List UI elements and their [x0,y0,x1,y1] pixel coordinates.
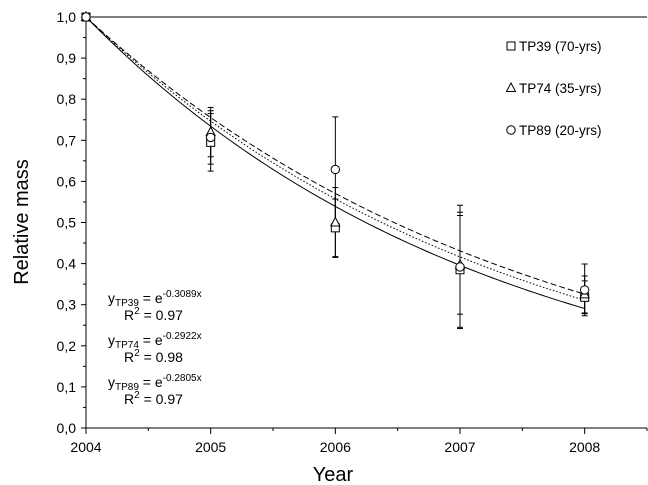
equation-text: yTP74 = e-0.2922x [108,331,202,351]
legend-marker-circle [506,125,516,135]
y-tick-label: 1,0 [57,9,77,25]
y-tick-label: 0,6 [57,173,77,189]
r-squared-text: R2 = 0.97 [124,390,183,407]
legend-label: TP89 (20-yrs) [519,123,602,138]
error-bars [207,106,588,330]
x-axis-title: Year [313,464,354,485]
y-tick-label: 0,2 [57,338,77,354]
y-tick-label: 0,7 [57,132,77,148]
legend: TP39 (70-yrs) TP74 (35-yrs) TP89 (20-yrs) [505,39,602,138]
r-squared-text: R2 = 0.97 [124,306,183,323]
data-markers [80,10,590,302]
legend-label: TP39 (70-yrs) [519,39,602,54]
equation-text: yTP39 = e-0.3089x [108,289,202,309]
y-tick-label: 0,8 [57,91,77,107]
y-tick-label: 0,0 [57,420,77,436]
y-tick-label: 0,1 [57,379,77,395]
y-tick-label: 0,3 [57,297,77,313]
x-tick-label: 2005 [195,439,226,455]
data-point-circle [205,132,216,143]
data-point-circle [330,164,341,175]
y-tick-label: 0,9 [57,50,77,66]
axes: 0,0 0,1 0,2 0,3 0,4 0,5 0,6 0,7 0,8 0,9 1,0 2004 200… [57,9,648,455]
data-point-circle [579,285,590,295]
legend-marker-square [506,41,516,51]
x-tick-label: 2008 [569,439,600,455]
data-point-circle [81,12,91,22]
x-tick-label: 2006 [320,439,351,455]
equation-text: yTP89 = e-0.2805x [108,373,202,393]
y-axis-title: Relative mass [11,159,33,285]
legend-marker-triangle [505,81,517,92]
x-tick-label: 2007 [444,439,475,455]
x-tick-label: 2004 [70,439,101,455]
y-tick-label: 0,5 [57,215,77,231]
legend-label: TP74 (35-yrs) [519,81,602,96]
r-squared-text: R2 = 0.98 [124,348,183,365]
data-point-triangle [330,216,341,227]
y-tick-label: 0,4 [57,256,77,272]
data-point-circle [455,262,465,272]
